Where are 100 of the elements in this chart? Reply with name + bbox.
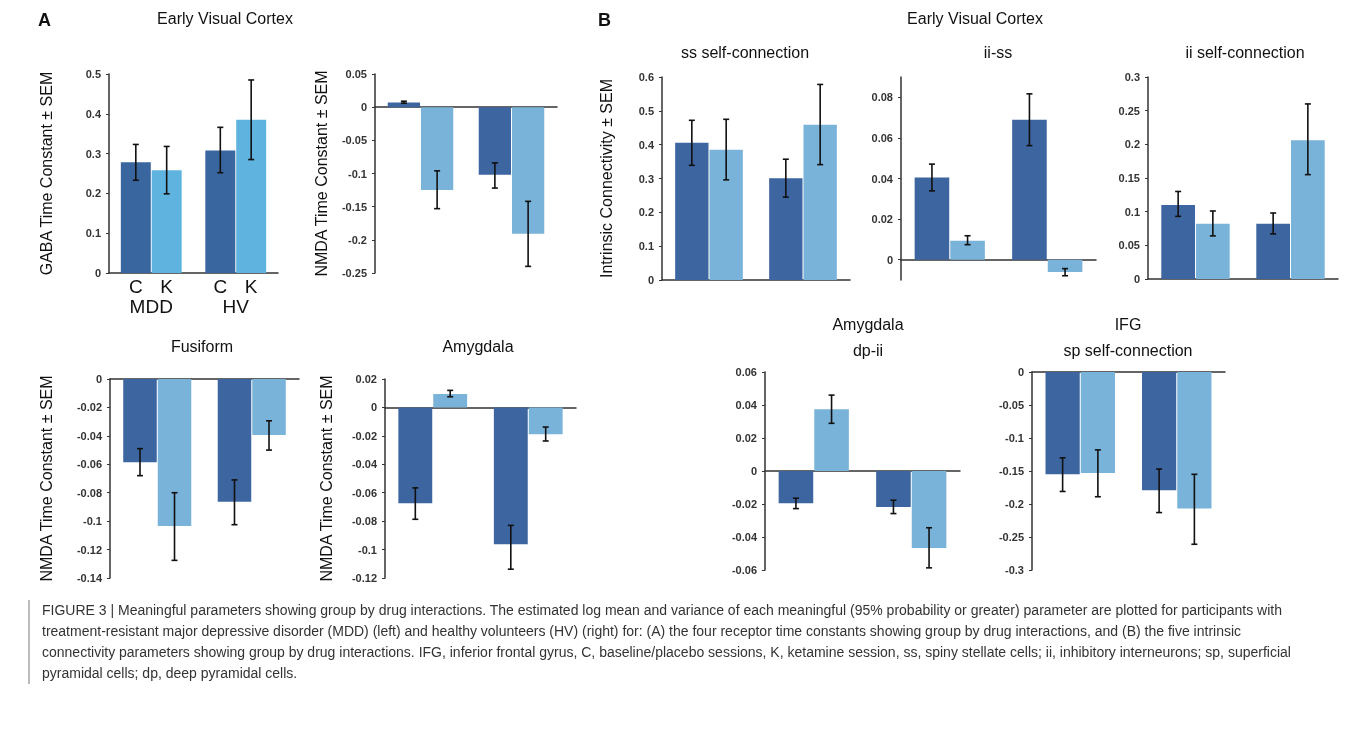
y-tick-label: -0.04 [351, 458, 378, 471]
series-label: C [128, 276, 143, 297]
y-tick-label: -0.05 [341, 134, 367, 147]
y-tick-label: 0 [95, 373, 102, 385]
chart-title: Early Visual Cortex [907, 10, 1043, 28]
text: B [598, 10, 611, 31]
y-tick-label: -0.1 [83, 515, 102, 528]
chart-title: Amygdala [442, 338, 514, 356]
y-axis-title: NMDA Time Constant ± SEM [37, 375, 55, 582]
y-tick-label: -0.15 [998, 465, 1024, 477]
y-tick-label: -0.02 [76, 401, 102, 414]
chart-title: Amygdala [832, 316, 904, 334]
bar [1012, 119, 1047, 260]
chart-title: Early Visual Cortex [157, 10, 293, 28]
y-tick-label: -0.12 [76, 543, 102, 556]
y-tick-label: -0.05 [998, 399, 1024, 411]
bar [914, 177, 950, 260]
y-tick-label: -0.15 [341, 200, 367, 213]
bar [1256, 223, 1290, 279]
bar [950, 240, 985, 260]
y-tick-label: 0.02 [355, 373, 377, 385]
bar [236, 119, 267, 273]
series-label: K [160, 276, 174, 297]
bar [1161, 204, 1195, 279]
bar [120, 162, 151, 273]
y-tick-label: 0.3 [85, 147, 101, 160]
y-tick-label: -0.25 [341, 267, 367, 279]
y-tick-label: 0 [94, 267, 101, 279]
text: C [213, 276, 228, 297]
y-tick-label: 0 [647, 274, 654, 286]
y-tick-label: -0.04 [76, 429, 103, 442]
y-tick-label: -0.06 [351, 486, 377, 499]
y-tick-label: 0 [360, 101, 367, 114]
y-tick-label: -0.1 [358, 543, 377, 556]
chart-title: Fusiform [170, 338, 234, 356]
y-tick-label: 0.3 [638, 172, 654, 185]
y-tick-label: 0.08 [871, 91, 893, 104]
y-tick-label: -0.02 [351, 429, 377, 442]
y-axis-title: NMDA Time Constant ± SEM [312, 70, 330, 277]
y-tick-label: -0.14 [76, 572, 103, 584]
bar [1291, 140, 1325, 279]
y-tick-label: 0.5 [85, 68, 101, 80]
y-tick-label: 0 [1133, 273, 1140, 285]
y-tick-label: 0.04 [735, 399, 758, 411]
y-tick-label: 0.06 [871, 131, 893, 144]
chart-title: IFG [1114, 316, 1142, 334]
y-tick-label: 0.15 [1118, 172, 1140, 184]
y-tick-label: -0.1 [1005, 432, 1024, 444]
y-tick-label: 0.05 [1118, 239, 1140, 252]
y-tick-label: 0.1 [1124, 205, 1140, 218]
y-tick-label: 0.05 [345, 68, 367, 80]
bar [803, 124, 837, 280]
y-tick-label: 0.3 [1124, 71, 1140, 83]
y-tick-label: 0.4 [638, 138, 655, 151]
y-tick-label: 0.2 [1124, 138, 1140, 151]
y-tick-label: -0.06 [731, 564, 757, 576]
y-tick-label: -0.02 [731, 498, 757, 510]
y-axis-title: Intrinsic Connectivity ± SEM [597, 78, 615, 279]
y-tick-label: -0.2 [1005, 498, 1024, 510]
y-tick-label: 0.2 [85, 187, 101, 200]
bar [1047, 259, 1083, 273]
bar [769, 178, 803, 280]
y-tick-label: -0.04 [731, 531, 758, 543]
y-tick-label: -0.08 [351, 515, 377, 528]
y-tick-label: 0.06 [735, 366, 757, 378]
y-tick-label: -0.2 [348, 233, 367, 246]
y-tick-label: 0.25 [1118, 104, 1140, 117]
y-tick-label: 0 [886, 253, 893, 266]
y-tick-label: -0.12 [351, 572, 377, 584]
bar [1196, 223, 1230, 279]
x-tick-label: MDD [129, 296, 173, 317]
chart-subtitle: ss self-connection [680, 44, 810, 62]
y-tick-label: -0.3 [1005, 564, 1024, 576]
chart-subtitle: sp self-connection [1063, 342, 1193, 360]
y-tick-label: -0.1 [348, 167, 367, 180]
y-tick-label: -0.08 [76, 486, 102, 499]
y-tick-label: 0.6 [638, 71, 654, 83]
chart-subtitle: ii-ss [983, 44, 1013, 62]
y-tick-label: 0.04 [871, 172, 894, 185]
text: K [244, 276, 258, 297]
y-axis-title: NMDA Time Constant ± SEM [317, 375, 335, 582]
bar [151, 170, 182, 273]
chart-subtitle: ii self-connection [1185, 44, 1305, 62]
y-tick-label: 0.5 [638, 104, 654, 117]
chart-subtitle: dp-ii [852, 342, 884, 360]
bar [675, 142, 709, 280]
y-tick-label: 0 [750, 465, 757, 477]
x-tick-label: HV [222, 296, 250, 317]
y-tick-label: -0.25 [998, 531, 1024, 543]
y-axis-title: GABA Time Constant ± SEM [37, 71, 55, 276]
y-tick-label: 0.2 [638, 206, 654, 219]
y-tick-label: 0.02 [871, 213, 893, 226]
y-tick-label: 0 [1017, 366, 1024, 378]
bar [205, 150, 236, 273]
bar [709, 149, 743, 280]
caption: FIGURE 3 | Meaningful parameters showing group by drug interactions. The estimated log mean and variance of each meaningful (95% probability or greater) parameter are plotted for participants with treatment-resistant major depressive disorder (MDD) (left) and healthy volunteers (HV) (right) for: (A) the four receptor time constants showing group by drug interactions, and (B) the five intrinsic connectivity parameters showing group by drug interactions. IFG, inferior frontal gyrus, C, baseline/placebo sessions, K, ketamine session, ss, spiny stellate cells; ii, inhibitory interneurons; sp, superficial pyramidal cells; dp, deep pyramidal cells. [28, 600, 1312, 684]
y-tick-label: 0.4 [85, 107, 102, 120]
y-tick-label: 0.02 [735, 432, 757, 444]
text: A [38, 10, 51, 31]
y-tick-label: 0.1 [85, 227, 101, 240]
